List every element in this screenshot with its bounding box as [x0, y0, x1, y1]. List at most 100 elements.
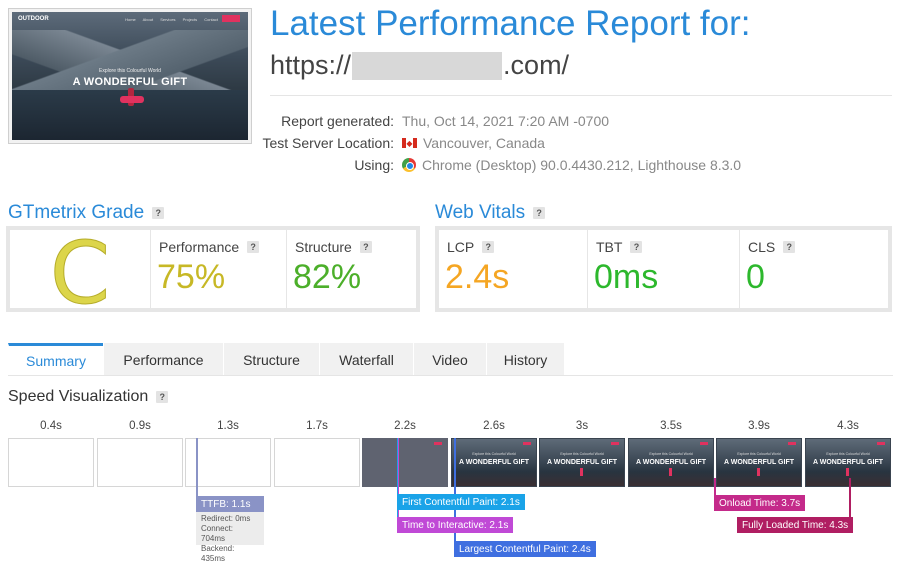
- performance-label-row: Performance ?: [159, 239, 260, 255]
- filmstrip-frame-rendered[interactable]: Explore this Colourful World A WONDERFUL…: [539, 438, 625, 487]
- tick-label: 1.7s: [306, 420, 328, 432]
- meta-using: Using: Chrome (Desktop) 90.0.4430.212, L…: [240, 154, 741, 176]
- thumbnail-title: A WONDERFUL GIFT: [72, 76, 188, 88]
- lcp-value: 2.4s: [445, 258, 510, 296]
- tab-video[interactable]: Video: [413, 343, 486, 376]
- frame-figure: [846, 468, 849, 476]
- help-icon[interactable]: ?: [630, 241, 643, 253]
- header-divider: [270, 95, 892, 96]
- thumbnail-cta-button: [120, 96, 144, 103]
- ttfb-line: [196, 438, 198, 498]
- thumbnail-nav: Home About Services Projects Contact: [125, 17, 218, 22]
- cls-label-row: CLS ?: [748, 239, 796, 255]
- report-url[interactable]: https:// .com/: [270, 50, 569, 81]
- ttfb-marker[interactable]: TTFB: 1.1s: [196, 496, 264, 512]
- frame-subtitle: Explore this Colourful World: [826, 452, 870, 456]
- report-meta: Report generated: Thu, Oct 14, 2021 7:20…: [240, 110, 741, 176]
- meta-test-server: Test Server Location: ◆ Vancouver, Canad…: [240, 132, 741, 154]
- structure-score: 82%: [293, 258, 362, 296]
- tick-label: 2.6s: [483, 420, 505, 432]
- tick-label: 3.9s: [748, 420, 770, 432]
- ttfb-connect: Connect: 704ms: [201, 524, 234, 543]
- meta-value: Thu, Oct 14, 2021 7:20 AM -0700: [402, 113, 610, 129]
- help-icon[interactable]: ?: [533, 207, 546, 219]
- frame-subtitle: Explore this Colourful World: [737, 452, 781, 456]
- url-redacted-block: [352, 51, 503, 80]
- filmstrip-frame-blank[interactable]: [185, 438, 271, 487]
- help-icon[interactable]: ?: [359, 241, 372, 253]
- help-icon[interactable]: ?: [783, 241, 796, 253]
- grade-cell: C: [10, 224, 150, 325]
- frame-nav-button: [611, 442, 619, 445]
- report-title: Latest Performance Report for:: [270, 4, 751, 43]
- tick-label: 2.2s: [394, 420, 416, 432]
- onload-line: [714, 478, 716, 508]
- speed-visualization-heading: Speed Visualization ?: [8, 388, 169, 406]
- tick-label: 4.3s: [837, 420, 859, 432]
- meta-label: Using:: [354, 157, 394, 173]
- fully-loaded-line: [849, 478, 851, 520]
- lcp-marker[interactable]: Largest Contentful Paint: 2.4s: [454, 541, 596, 557]
- frame-title: A WONDERFUL GIFT: [547, 459, 617, 466]
- meta-value-wrap: Chrome (Desktop) 90.0.4430.212, Lighthou…: [402, 157, 741, 173]
- meta-report-generated: Report generated: Thu, Oct 14, 2021 7:20…: [240, 110, 741, 132]
- grade-letter: C: [49, 224, 111, 325]
- cls-label: CLS: [748, 239, 776, 255]
- meta-value: Vancouver, Canada: [423, 135, 545, 151]
- help-icon[interactable]: ?: [156, 391, 169, 403]
- help-icon[interactable]: ?: [152, 207, 165, 219]
- speed-visualization-title: Speed Visualization: [8, 388, 149, 405]
- frame-nav-button: [700, 442, 708, 445]
- frame-title: A WONDERFUL GIFT: [724, 459, 794, 466]
- tab-summary[interactable]: Summary: [8, 343, 103, 376]
- filmstrip-frame-rendered[interactable]: Explore this Colourful World A WONDERFUL…: [716, 438, 802, 487]
- thumbnail-screenshot: OUTDOOR Home About Services Projects Con…: [12, 12, 248, 140]
- frame-subtitle: Explore this Colourful World: [560, 452, 604, 456]
- thumbnail-subtitle: Explore this Colourful World: [99, 68, 161, 74]
- tbt-label-row: TBT ?: [596, 239, 643, 255]
- site-thumbnail: OUTDOOR Home About Services Projects Con…: [8, 8, 252, 144]
- fcp-marker[interactable]: First Contentful Paint: 2.1s: [397, 494, 525, 510]
- onload-marker[interactable]: Onload Time: 3.7s: [714, 495, 806, 511]
- lcp-cell: LCP ? 2.4s: [439, 230, 587, 308]
- filmstrip-frame-blank[interactable]: [274, 438, 360, 487]
- filmstrip-frame-rendered[interactable]: Explore this Colourful World A WONDERFUL…: [805, 438, 891, 487]
- tab-performance[interactable]: Performance: [103, 343, 223, 376]
- thumbnail-mountains: [12, 30, 248, 90]
- web-vitals-title: Web Vitals: [435, 202, 526, 223]
- tti-marker[interactable]: Time to Interactive: 2.1s: [397, 517, 514, 533]
- performance-label: Performance: [159, 239, 240, 255]
- frame-nav-button: [523, 442, 531, 445]
- filmstrip-frame-blank[interactable]: [8, 438, 94, 487]
- thumbnail-nav-button: [222, 15, 240, 22]
- url-prefix: https://: [270, 50, 352, 80]
- meta-label: Report generated:: [281, 113, 394, 129]
- tick-label: 1.3s: [217, 420, 239, 432]
- frame-title: A WONDERFUL GIFT: [459, 459, 529, 466]
- filmstrip-frame-loading[interactable]: [362, 438, 448, 487]
- frame-subtitle: Explore this Colourful World: [649, 452, 693, 456]
- tabs-divider: [8, 375, 893, 376]
- frame-figure: [580, 468, 583, 476]
- tick-label: 0.9s: [129, 420, 151, 432]
- meta-label: Test Server Location:: [262, 135, 394, 151]
- filmstrip-frame-rendered[interactable]: Explore this Colourful World A WONDERFUL…: [451, 438, 537, 487]
- tbt-label: TBT: [596, 239, 623, 255]
- fully-loaded-marker[interactable]: Fully Loaded Time: 4.3s: [737, 517, 854, 533]
- performance-cell: Performance ? 75%: [150, 230, 286, 308]
- tab-history[interactable]: History: [486, 343, 564, 376]
- gtmetrix-grade-panel: C Performance ? 75% Structure ? 82%: [6, 224, 420, 325]
- tbt-cell: TBT ? 0ms: [587, 230, 739, 308]
- filmstrip-frame-rendered[interactable]: Explore this Colourful World A WONDERFUL…: [628, 438, 714, 487]
- structure-label: Structure: [295, 239, 352, 255]
- tick-label: 0.4s: [40, 420, 62, 432]
- help-icon[interactable]: ?: [247, 241, 260, 253]
- frame-nav-button: [788, 442, 796, 445]
- tab-waterfall[interactable]: Waterfall: [319, 343, 413, 376]
- frame-title: A WONDERFUL GIFT: [636, 459, 706, 466]
- tti-line: [398, 438, 399, 526]
- tab-structure[interactable]: Structure: [223, 343, 319, 376]
- help-icon[interactable]: ?: [482, 241, 495, 253]
- filmstrip-frame-blank[interactable]: [97, 438, 183, 487]
- timeline-ticks: 0.4s 0.9s 1.3s 1.7s 2.2s 2.6s 3s 3.5s 3.…: [8, 420, 893, 436]
